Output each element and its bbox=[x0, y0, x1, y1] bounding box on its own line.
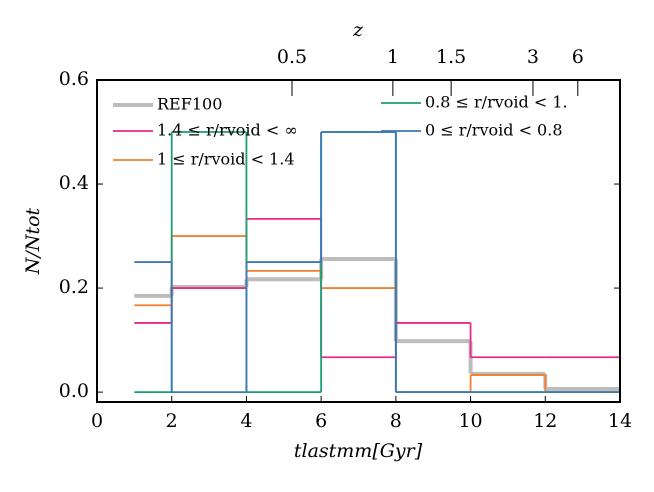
x-tick-label: 10 bbox=[458, 410, 482, 432]
top-axis-label: z bbox=[352, 19, 364, 41]
top-tick-label: 1 bbox=[387, 46, 399, 68]
x-tick-label: 4 bbox=[240, 410, 252, 432]
x-tick-label: 12 bbox=[533, 410, 557, 432]
plot-frame bbox=[96, 79, 621, 403]
legend-label: 0 ≤ r/rvoid < 0.8 bbox=[425, 121, 563, 140]
x-tick-label: 14 bbox=[608, 410, 632, 432]
x-tick-label: 8 bbox=[390, 410, 402, 432]
legend-label: 1 ≤ r/rvoid < 1.4 bbox=[157, 150, 295, 169]
y-tick-label: 0.0 bbox=[59, 380, 89, 402]
x-tick-label: 0 bbox=[91, 410, 103, 432]
legend-label: REF100 bbox=[157, 95, 222, 114]
y-tick-label: 0.2 bbox=[59, 276, 89, 298]
y-tick-label: 0.4 bbox=[59, 172, 89, 194]
top-tick-label: 0.5 bbox=[277, 46, 307, 68]
top-tick-label: 6 bbox=[572, 46, 584, 68]
legend-label: 0.8 ≤ r/rvoid < 1. bbox=[425, 93, 568, 112]
top-tick-label: 1.5 bbox=[436, 46, 466, 68]
x-axis-label: tlastmm[Gyr] bbox=[294, 440, 423, 462]
x-tick-label: 6 bbox=[315, 410, 327, 432]
top-tick-label: 3 bbox=[527, 46, 539, 68]
legend-label: 1.4 ≤ r/rvoid < ∞ bbox=[157, 121, 298, 140]
y-tick-label: 0.6 bbox=[59, 68, 89, 90]
y-axis-label: N/Ntot bbox=[22, 207, 44, 275]
x-tick-label: 2 bbox=[166, 410, 178, 432]
